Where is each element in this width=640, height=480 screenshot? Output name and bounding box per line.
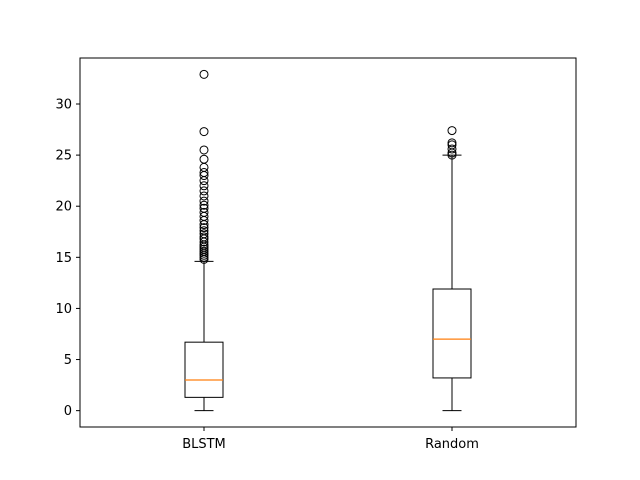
outlier-point — [199, 200, 209, 210]
outlier-point — [447, 144, 457, 154]
outlier-point — [199, 226, 209, 236]
y-tick-label: 25 — [55, 149, 72, 164]
y-tick-label: 0 — [64, 404, 72, 419]
outlier-point — [199, 223, 209, 233]
plot-area — [184, 69, 472, 412]
box-blstm — [184, 69, 224, 412]
outlier-point — [199, 186, 209, 196]
box-random — [432, 126, 472, 412]
outlier-point — [199, 127, 209, 137]
outlier-point — [447, 126, 457, 136]
outlier-point — [199, 203, 209, 213]
outlier-point — [199, 69, 209, 79]
outlier-point — [199, 191, 209, 201]
outlier-point — [199, 229, 209, 239]
x-tick-label: Random — [425, 437, 479, 452]
outlier-point — [199, 207, 209, 217]
axes-frame — [79, 57, 577, 428]
outlier-point — [199, 167, 209, 177]
outlier-point — [199, 145, 209, 155]
iqr-box — [184, 341, 224, 398]
y-tick-label: 5 — [64, 353, 72, 368]
y-axis: 0 5 10 15 20 25 30 — [55, 97, 80, 419]
iqr-box — [432, 288, 472, 379]
outlier-point — [199, 232, 209, 242]
y-tick-label: 10 — [55, 302, 72, 317]
outlier-point — [199, 154, 209, 164]
y-tick-label: 15 — [55, 251, 72, 266]
y-tick-label: 20 — [55, 200, 72, 215]
outlier-point — [447, 138, 457, 148]
outlier-point — [199, 196, 209, 206]
x-tick-label: BLSTM — [182, 437, 226, 452]
x-axis: BLSTM Random — [182, 427, 479, 452]
y-tick-label: 30 — [55, 97, 72, 112]
outlier-point — [199, 181, 209, 191]
